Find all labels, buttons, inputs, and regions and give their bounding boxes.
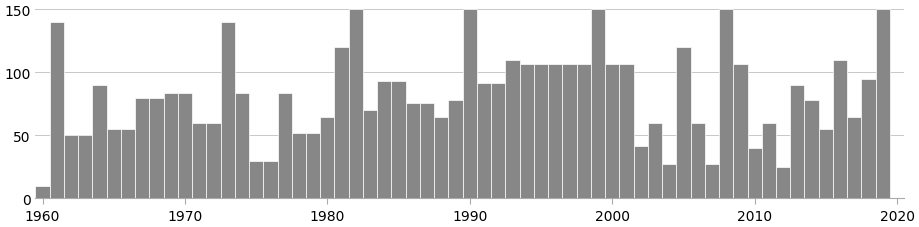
Bar	[335, 48, 348, 199]
Bar	[107, 130, 120, 199]
Bar	[675, 48, 690, 199]
Bar	[135, 98, 149, 199]
Bar	[234, 93, 249, 199]
Bar	[875, 10, 889, 199]
Bar	[348, 10, 363, 199]
Bar	[120, 130, 135, 199]
Bar	[291, 133, 306, 199]
Bar	[50, 23, 63, 199]
Bar	[448, 101, 462, 199]
Bar	[662, 165, 675, 199]
Bar	[391, 82, 405, 199]
Bar	[761, 123, 775, 199]
Bar	[249, 161, 263, 199]
Bar	[192, 123, 206, 199]
Bar	[320, 117, 335, 199]
Bar	[476, 83, 491, 199]
Bar	[164, 93, 177, 199]
Bar	[306, 133, 320, 199]
Bar	[35, 186, 50, 199]
Bar	[263, 161, 278, 199]
Bar	[434, 117, 448, 199]
Bar	[704, 165, 719, 199]
Bar	[548, 64, 562, 199]
Bar	[78, 136, 92, 199]
Bar	[92, 86, 107, 199]
Bar	[533, 64, 548, 199]
Bar	[789, 86, 803, 199]
Bar	[818, 130, 832, 199]
Bar	[363, 111, 377, 199]
Bar	[846, 117, 860, 199]
Bar	[832, 61, 846, 199]
Bar	[462, 10, 476, 199]
Bar	[419, 103, 434, 199]
Bar	[775, 167, 789, 199]
Bar	[405, 103, 419, 199]
Bar	[618, 64, 633, 199]
Bar	[206, 123, 221, 199]
Bar	[860, 79, 875, 199]
Bar	[690, 123, 704, 199]
Bar	[505, 61, 519, 199]
Bar	[590, 10, 605, 199]
Bar	[278, 93, 291, 199]
Bar	[747, 148, 761, 199]
Bar	[576, 64, 590, 199]
Bar	[177, 93, 192, 199]
Bar	[633, 146, 647, 199]
Bar	[803, 101, 818, 199]
Bar	[491, 83, 505, 199]
Bar	[149, 98, 164, 199]
Bar	[605, 64, 618, 199]
Bar	[519, 64, 533, 199]
Bar	[377, 82, 391, 199]
Bar	[562, 64, 576, 199]
Bar	[221, 23, 234, 199]
Bar	[732, 64, 747, 199]
Bar	[63, 136, 78, 199]
Bar	[647, 123, 662, 199]
Bar	[719, 10, 732, 199]
